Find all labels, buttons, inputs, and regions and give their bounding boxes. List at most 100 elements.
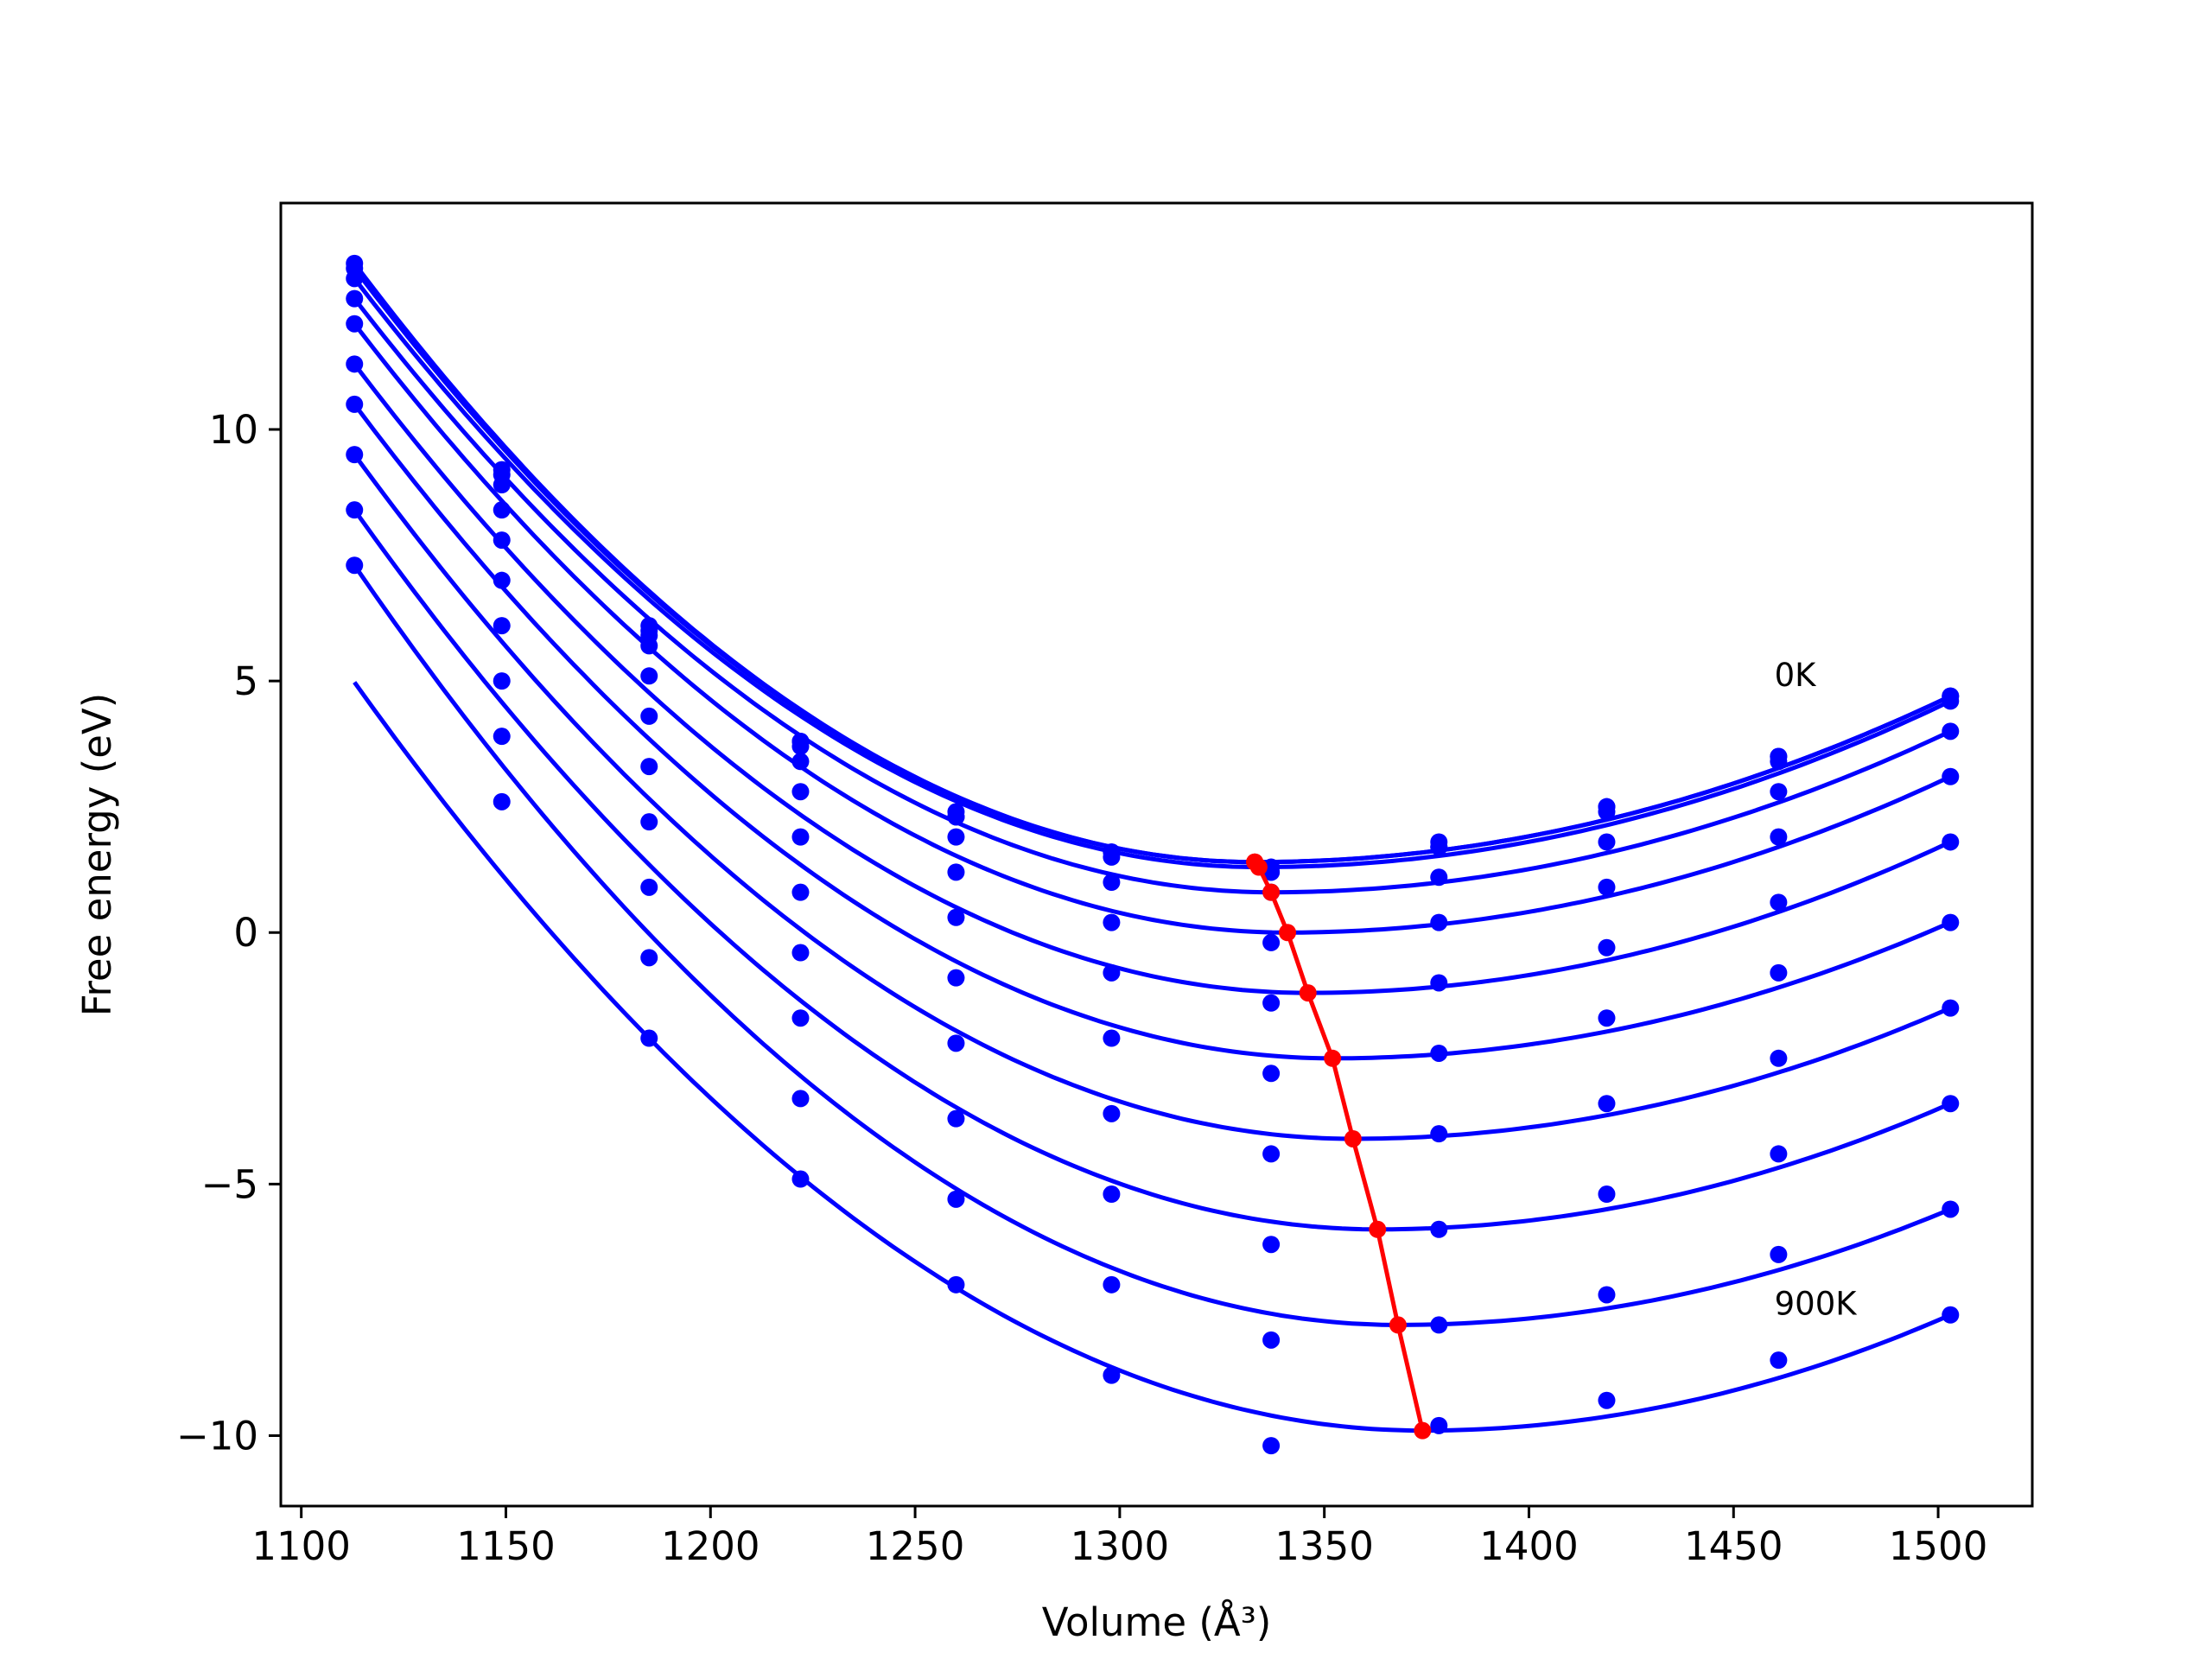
- y-tick-label-0: 10: [209, 407, 258, 453]
- data-point-3-0: [346, 289, 364, 308]
- data-point-9-7: [1430, 1316, 1448, 1334]
- data-point-9-6: [1262, 1331, 1281, 1349]
- data-point-8-10: [1942, 1095, 1960, 1113]
- data-point-6-8: [1598, 1009, 1616, 1027]
- data-point-5-8: [1598, 938, 1616, 957]
- x-axis-label: Volume (Å³): [1042, 1599, 1272, 1645]
- data-point-5-10: [1942, 833, 1960, 851]
- x-tick-label-1450: 1450: [1684, 1523, 1783, 1569]
- data-point-10-2: [640, 1029, 658, 1047]
- data-point-7-4: [947, 1034, 965, 1052]
- data-point-6-7: [1430, 1044, 1448, 1062]
- data-point-7-1: [493, 672, 511, 690]
- y-tick-label-3: −5: [201, 1161, 258, 1207]
- data-point-9-9: [1770, 1245, 1788, 1263]
- data-point-7-2: [640, 813, 658, 831]
- data-point-2-0: [346, 270, 364, 288]
- data-point-7-7: [1430, 1125, 1448, 1143]
- data-point-10-5: [1103, 1366, 1121, 1384]
- data-point-10-8: [1598, 1391, 1616, 1409]
- data-point-2-8: [1598, 803, 1616, 821]
- data-point-3-8: [1598, 833, 1616, 851]
- data-point-2-1: [493, 476, 511, 494]
- data-point-8-2: [640, 878, 658, 896]
- minima-line: [1253, 861, 1425, 1432]
- data-point-10-10: [1942, 1306, 1960, 1324]
- data-point-7-10: [1942, 999, 1960, 1017]
- data-point-3-5: [1103, 874, 1121, 892]
- x-tick-label-1200: 1200: [661, 1523, 760, 1569]
- data-point-9-5: [1103, 1275, 1121, 1294]
- y-axis-label: Free energy (eV): [74, 693, 120, 1016]
- data-point-3-9: [1770, 783, 1788, 801]
- data-point-6-2: [640, 758, 658, 776]
- data-point-4-2: [640, 667, 658, 685]
- minima-point-10: [1414, 1421, 1432, 1440]
- data-point-9-4: [947, 1190, 965, 1208]
- data-point-6-1: [493, 617, 511, 635]
- data-point-4-1: [493, 531, 511, 550]
- minima-point-9: [1389, 1316, 1407, 1334]
- minima-point-6: [1324, 1049, 1342, 1067]
- data-point-8-3: [791, 1009, 810, 1027]
- data-point-4-8: [1598, 878, 1616, 896]
- data-point-5-9: [1770, 893, 1788, 912]
- data-point-2-5: [1103, 848, 1121, 866]
- data-point-7-8: [1598, 1095, 1616, 1113]
- data-point-6-6: [1262, 1065, 1281, 1083]
- plot-frame: [279, 201, 2034, 1508]
- data-point-6-5: [1103, 1029, 1121, 1047]
- data-point-3-7: [1430, 868, 1448, 887]
- y-tick-label-4: −10: [176, 1413, 258, 1459]
- fit-curve-4: [353, 322, 1952, 935]
- data-point-6-4: [947, 969, 965, 987]
- data-point-10-4: [947, 1275, 965, 1294]
- data-point-9-3: [791, 1090, 810, 1108]
- data-point-5-2: [640, 707, 658, 725]
- data-point-8-0: [346, 501, 364, 519]
- data-point-4-7: [1430, 913, 1448, 931]
- data-point-4-4: [947, 863, 965, 881]
- data-point-10-3: [791, 1170, 810, 1188]
- plot-marks: [346, 254, 1960, 1455]
- data-point-8-9: [1770, 1145, 1788, 1163]
- data-point-5-7: [1430, 974, 1448, 992]
- data-point-8-8: [1598, 1185, 1616, 1204]
- data-point-10-7: [1430, 1416, 1448, 1434]
- y-tick-label-2: 0: [233, 910, 258, 956]
- fit-curve-2: [353, 276, 1952, 870]
- fit-curve-3: [353, 297, 1952, 895]
- data-point-7-9: [1770, 1049, 1788, 1067]
- data-point-3-3: [791, 753, 810, 771]
- data-point-6-3: [791, 883, 810, 901]
- minima-point-7: [1344, 1129, 1362, 1147]
- y-axis-ticks: 10 5 0 −5 −10: [176, 407, 281, 1459]
- data-point-7-5: [1103, 1104, 1121, 1122]
- fit-curve-6: [353, 403, 1952, 1061]
- data-point-4-3: [791, 783, 810, 801]
- data-point-8-5: [1103, 1185, 1121, 1204]
- data-point-4-9: [1770, 828, 1788, 846]
- data-point-8-4: [947, 1109, 965, 1128]
- data-point-10-9: [1770, 1351, 1788, 1370]
- fit-curve-7: [353, 453, 1952, 1141]
- x-tick-label-1250: 1250: [866, 1523, 965, 1569]
- data-point-9-10: [1942, 1200, 1960, 1218]
- minima-point-8: [1369, 1220, 1387, 1238]
- data-point-4-0: [346, 315, 364, 333]
- data-point-10-6: [1262, 1437, 1281, 1455]
- x-tick-label-1100: 1100: [251, 1523, 351, 1569]
- x-tick-label-1300: 1300: [1071, 1523, 1170, 1569]
- data-point-3-1: [493, 501, 511, 519]
- data-point-2-7: [1430, 838, 1448, 856]
- data-point-2-3: [791, 737, 810, 755]
- x-tick-label-1400: 1400: [1479, 1523, 1579, 1569]
- x-tick-label-1150: 1150: [456, 1523, 556, 1569]
- data-point-3-10: [1942, 722, 1960, 741]
- data-point-7-0: [346, 446, 364, 464]
- fit-curve-1: [353, 267, 1952, 865]
- data-point-5-6: [1262, 994, 1281, 1012]
- data-point-9-1: [493, 792, 511, 810]
- data-point-5-3: [791, 828, 810, 846]
